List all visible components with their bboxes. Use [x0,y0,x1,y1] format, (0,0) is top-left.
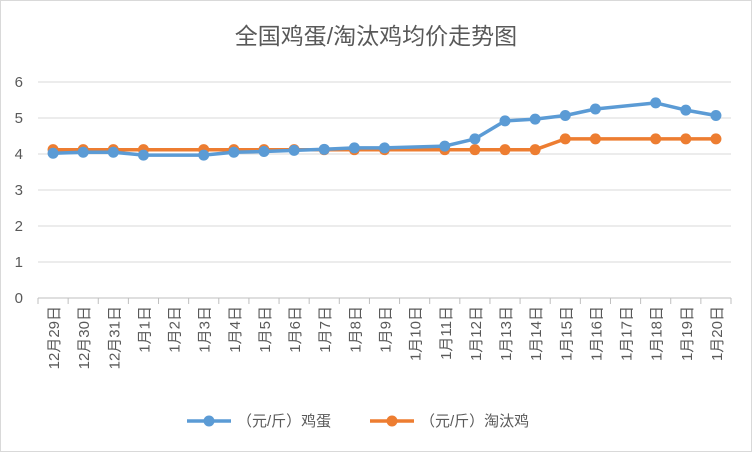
x-tick-label: 1月9日 [378,306,395,353]
data-point [137,149,149,161]
data-point [77,146,89,158]
y-tick-label: 6 [15,74,23,91]
x-tick-label: 1月2日 [167,306,184,353]
data-point [499,144,511,156]
y-tick-label: 2 [15,218,23,235]
data-point [258,145,270,157]
data-point [348,142,360,154]
data-point [680,133,692,145]
x-tick-label: 12月29日 [46,306,63,369]
data-point [710,133,722,145]
x-tick-label: 1月10日 [408,306,425,361]
y-tick-label: 5 [15,110,23,127]
data-point [499,115,511,127]
data-point [589,133,601,145]
y-tick-label: 4 [15,146,23,163]
data-point [559,109,571,121]
data-point [650,97,662,109]
x-tick-label: 1月19日 [679,306,696,361]
data-point [559,133,571,145]
x-tick-label: 1月15日 [558,306,575,361]
x-tick-label: 1月1日 [136,306,153,353]
chart-title: 全国鸡蛋/淘汰鸡均价走势图 [235,23,517,49]
x-tick-label: 1月12日 [468,306,485,361]
x-tick-label: 1月7日 [317,306,334,353]
legend-label: （元/斤）淘汰鸡 [420,413,529,430]
data-point [469,133,481,145]
x-tick-label: 1月4日 [227,306,244,353]
x-tick-label: 1月3日 [197,306,214,353]
x-tick-label: 1月17日 [619,306,636,361]
data-point [198,149,210,161]
x-tick-label: 12月30日 [76,306,93,369]
x-tick-label: 1月14日 [528,306,545,361]
x-tick-label: 1月8日 [347,306,364,353]
data-point [107,146,119,158]
data-point [710,109,722,121]
data-point [318,143,330,155]
data-point [47,147,59,159]
y-tick-label: 1 [15,254,23,271]
data-point [469,144,481,156]
data-point [529,113,541,125]
data-point [680,104,692,116]
data-point [589,103,601,115]
x-tick-label: 1月13日 [498,306,515,361]
data-point [439,140,451,152]
legend-marker [203,415,215,427]
x-tick-label: 1月18日 [649,306,666,361]
x-tick-label: 1月11日 [438,306,455,360]
legend-label: （元/斤）鸡蛋 [237,413,331,430]
data-point [529,144,541,156]
y-tick-label: 3 [15,182,23,199]
data-point [650,133,662,145]
x-tick-label: 1月6日 [287,306,304,353]
x-tick-label: 12月31日 [106,306,123,369]
x-tick-label: 1月20日 [709,306,726,361]
data-point [379,142,390,154]
data-point [288,144,300,156]
x-tick-label: 1月16日 [588,306,605,361]
data-point [228,146,240,158]
y-tick-label: 0 [15,290,23,307]
x-tick-label: 1月5日 [257,306,274,353]
legend-marker [386,415,398,427]
